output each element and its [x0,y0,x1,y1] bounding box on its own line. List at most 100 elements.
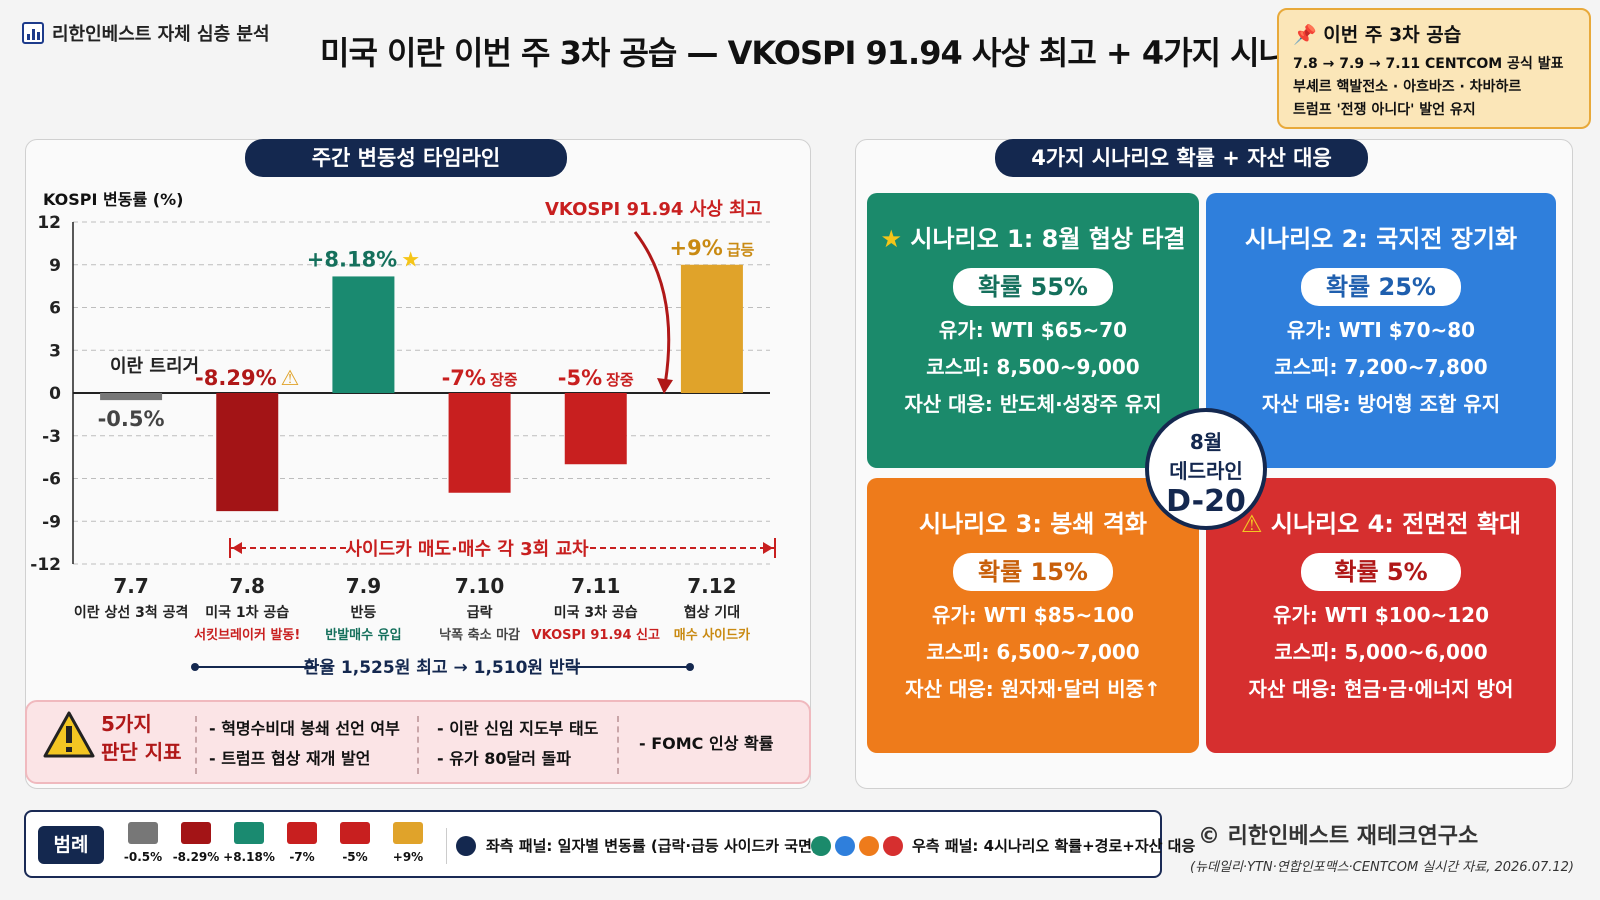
scenario-asset: 자산 대응: 반도체·성장주 유지 [867,386,1199,423]
indicator-item: - 유가 80달러 돌파 [437,744,598,774]
trigger-label: 이란 트리거 [110,356,199,377]
scenario-kospi: 코스피: 8,500~9,000 [867,349,1199,386]
note-title: 이번 주 3차 공습 [1323,24,1461,46]
legend-swatch [287,822,317,844]
indicator-item: - 트럼프 협상 재개 발언 [209,744,400,774]
left-panel-header: 주간 변동성 타임라인 [245,139,567,177]
day-description: 미국 3차 공습 [554,605,638,621]
legend-swatch [128,822,158,844]
legend-dot-blue [835,836,855,856]
bar-chart-icon [22,22,44,44]
scenario-probability: 확률 15% [953,553,1113,591]
scenario-title: 시나리오 1: 8월 협상 타결 [910,225,1185,253]
legend-dot-orange [859,836,879,856]
day-note: 서킷브레이커 발동! [194,627,300,643]
scenario-kospi: 코스피: 6,500~7,000 [867,634,1199,671]
sidecar-range: 사이드카 매도·매수 각 3회 교차 [230,535,775,561]
callout-arrow [635,232,669,385]
value-label: -8.29% ⚠ [195,366,299,390]
note-line: 트럼프 '전쟁 아니다' 발언 유지 [1293,99,1575,122]
legend: 범례 -0.5% -8.29% +8.18% -7% -5% +9% 좌측 패널: 일자별… [24,810,1162,878]
fx-range: 환율 1,525원 최고 → 1,510원 반락 [191,654,694,680]
brand: 리한인베스트 자체 심층 분석 [22,20,270,46]
legend-tag: 범례 [38,826,104,864]
x-tick-label: 7.8 [230,574,265,598]
day-description: 미국 1차 공습 [205,605,289,621]
y-tick-label: -9 [42,512,61,532]
chart-labels: -0.5% 7.7 이란 상선 3척 공격 -8.29% ⚠ 7.8 미국 1차 공습서킷브… [74,236,755,643]
callout-arrowhead [657,378,673,394]
deadline-line1: 8월 [1149,426,1263,455]
y-tick-label: 6 [49,299,61,319]
warning-icon: ⚠ [281,366,300,390]
scenario-probability: 확률 25% [1301,268,1461,306]
y-tick-label: 12 [37,213,61,233]
legend-right-desc: 우측 패널: 4시나리오 확률+경로+자산 대응 [912,835,1195,856]
scenario-oil: 유가: WTI $65~70 [867,312,1199,349]
legend-swatch [181,822,211,844]
bar-7.8 [216,393,278,511]
legend-swatch-label: +8.18% [219,850,279,864]
legend-dot-red [883,836,903,856]
scenario-probability: 확률 5% [1301,553,1461,591]
scenario-kospi: 코스피: 7,200~7,800 [1206,349,1556,386]
day-description: 협상 기대 [684,605,740,621]
star-icon: ★ [880,225,902,253]
copyright: © 리한인베스트 재테크연구소 [1198,818,1478,850]
kospi-bar-chart: 12 9 6 3 0 -3 -6 -9 -12 -0.5% 7.7 이란 상선 3척 공격 -8.29… [25,180,815,700]
value-label: +9% 급등 [669,236,754,260]
scenario-asset: 자산 대응: 원자재·달러 비중↑ [867,671,1199,708]
day-description: 급락 [467,605,493,621]
scenario-kospi: 코스피: 5,000~6,000 [1206,634,1556,671]
scenario-title: 시나리오 2: 국지전 장기화 [1206,219,1556,254]
indicator-list-2: - 이란 신임 지도부 태도 - 유가 80달러 돌파 [437,714,598,774]
y-tick-label: -3 [42,427,61,447]
bar-7.12 [681,265,743,393]
day-note: 매수 사이드카 [674,627,750,643]
indicators-title: 5가지 판단 지표 [101,710,182,766]
scenario-oil: 유가: WTI $85~100 [867,597,1199,634]
scenario-asset: 자산 대응: 방어형 조합 유지 [1206,386,1556,423]
day-note: 낙폭 축소 마감 [439,627,520,643]
bar-7.7 [100,393,162,400]
note-line: 7.8 → 7.9 → 7.11 CENTCOM 공식 발표 [1293,53,1575,76]
sidecar-note: 사이드카 매도·매수 각 3회 교차 [345,539,589,560]
x-tick-label: 7.11 [571,574,620,598]
day-description: 이란 상선 3척 공격 [74,604,189,621]
value-label: -7% 장중 [442,366,518,390]
indicators-box: 5가지 판단 지표 - 혁명수비대 봉쇄 선언 여부 - 트럼프 협상 재개 발… [25,700,811,784]
deadline-countdown: D-20 [1149,484,1263,519]
attack-note: 📌 이번 주 3차 공습 7.8 → 7.9 → 7.11 CENTCOM 공식… [1277,8,1591,129]
value-label: -0.5% [98,407,165,431]
x-tick-label: 7.7 [113,574,148,598]
scenario-probability: 확률 55% [953,268,1113,306]
indicator-item: - FOMC 인상 확률 [639,729,773,759]
brand-label: 리한인베스트 자체 심층 분석 [52,20,270,46]
indicator-item: - 혁명수비대 봉쇄 선언 여부 [209,714,400,744]
y-tick-label: 9 [49,256,61,276]
x-tick-label: 7.12 [687,574,736,598]
legend-swatch [340,822,370,844]
day-note: VKOSPI 91.94 신고 [532,628,660,643]
star-icon: ★ [401,247,420,271]
bar-7.9 [332,276,394,393]
day-description: 반등 [351,604,377,621]
x-tick-label: 7.9 [346,574,381,598]
source-note: (뉴데일리·YTN·연합인포맥스·CENTCOM 실시간 자료, 2026.07… [1190,856,1574,875]
fx-note: 환율 1,525원 최고 → 1,510원 반락 [304,658,581,678]
bar-7.10 [449,393,511,493]
pushpin-icon: 📌 [1293,24,1317,46]
indicator-item: - 이란 신임 지도부 태도 [437,714,598,744]
value-label: -5% 장중 [558,366,634,390]
scenario-card-3: 시나리오 3: 봉쇄 격화 확률 15% 유가: WTI $85~100 코스피… [867,478,1199,753]
vkospi-callout-text: VKOSPI 91.94 사상 최고 [545,199,762,220]
legend-dot-green [811,836,831,856]
legend-swatch-label: -5% [325,850,385,864]
scenario-title: 시나리오 4: 전면전 확대 [1271,510,1521,538]
deadline-badge: 8월 데드라인 D-20 [1145,408,1267,530]
indicator-list-1: - 혁명수비대 봉쇄 선언 여부 - 트럼프 협상 재개 발언 [209,714,400,774]
scenario-oil: 유가: WTI $70~80 [1206,312,1556,349]
legend-swatch-label: -7% [272,850,332,864]
right-panel-header: 4가지 시나리오 확률 + 자산 대응 [995,139,1368,177]
scenario-oil: 유가: WTI $100~120 [1206,597,1556,634]
